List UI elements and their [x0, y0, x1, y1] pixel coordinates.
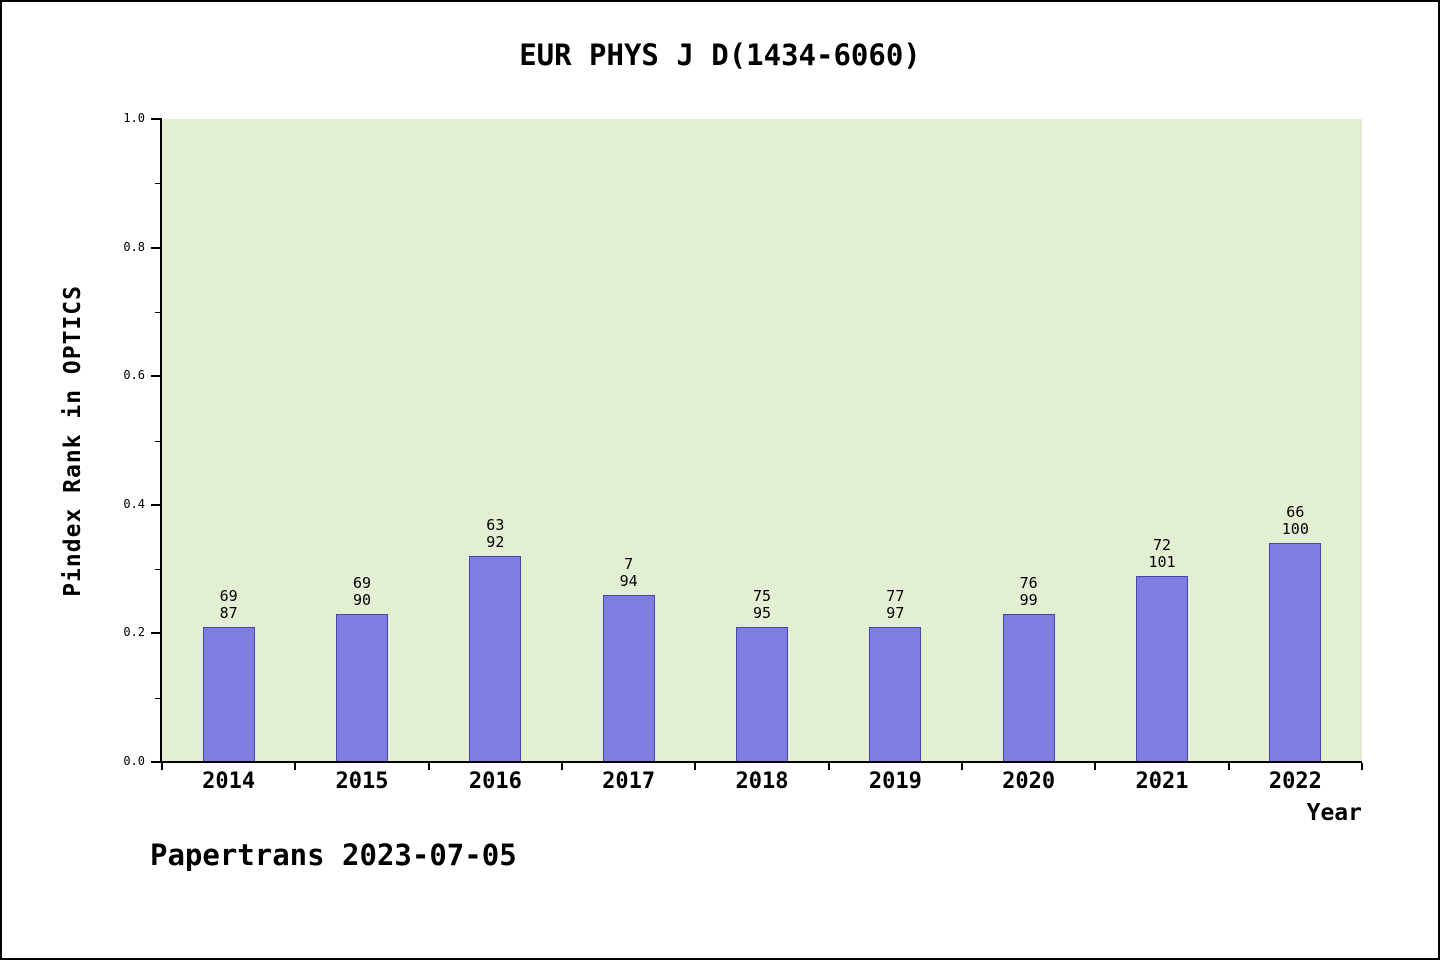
- x-tick-label-2018: 2018: [735, 769, 789, 794]
- y-tick-label-1.0: 1.0: [123, 111, 145, 125]
- bar-2021: [1136, 576, 1188, 762]
- bar-2018: [736, 627, 788, 762]
- bar-2015: [336, 614, 388, 762]
- bar-label-total-2016: 92: [486, 533, 505, 551]
- bar-label-total-2018: 95: [752, 604, 772, 622]
- x-boundary-tick-7: [1094, 763, 1097, 770]
- bar-2020: [1002, 614, 1055, 762]
- y-tick-0.8: [151, 246, 160, 249]
- bar-label-2019: 77 97: [835, 588, 955, 622]
- bar-label-total-2021: 101: [1148, 553, 1176, 571]
- bar-label-total-2020: 99: [1019, 591, 1038, 609]
- x-tick-label-2021: 2021: [1135, 769, 1189, 794]
- bar-label-rank-2019: 77: [886, 587, 905, 605]
- x-axis-line: [160, 761, 1362, 763]
- bar-label-2014: 69 87: [169, 588, 289, 622]
- y-tick-label-0.6: 0.6: [123, 368, 145, 383]
- y-tick-0.0: [151, 761, 160, 763]
- bar-label-total-2022: 100: [1281, 520, 1309, 538]
- bar-label-2018: 75 95: [702, 588, 822, 622]
- bar-label-rank-2021: 72: [1152, 536, 1172, 554]
- bar-label-2016: 63 92: [435, 517, 555, 551]
- x-boundary-tick-2: [427, 763, 430, 770]
- chart-title: EUR PHYS J D(1434-6060): [519, 38, 921, 72]
- bar-label-total-2019: 97: [886, 604, 905, 622]
- bar-label-2015: 69 90: [302, 575, 422, 609]
- x-tick-label-2019: 2019: [868, 769, 922, 794]
- x-boundary-tick-0: [161, 763, 163, 770]
- x-tick-label-2020: 2020: [1002, 769, 1056, 794]
- x-boundary-tick-9: [1361, 763, 1363, 770]
- bar-2022: [1269, 543, 1322, 762]
- x-boundary-tick-4: [694, 763, 697, 770]
- y-tick-0.2: [151, 632, 160, 635]
- bar-label-total-2014: 87: [219, 604, 238, 622]
- y-tick-label-0.8: 0.8: [123, 239, 145, 254]
- x-tick-label-2015: 2015: [335, 769, 389, 794]
- x-axis-title: Year: [1306, 800, 1362, 826]
- y-axis-line: [160, 118, 162, 763]
- y-tick-label-0.0: 0.0: [123, 754, 145, 768]
- y-tick-0.4: [151, 503, 160, 506]
- y-axis-title-text: Pindex Rank in OPTICS: [60, 284, 86, 597]
- bar-label-rank-2015: 69: [352, 574, 372, 592]
- footer-text: Papertrans 2023-07-05: [150, 838, 517, 872]
- y-minor-tick-0.9: [155, 183, 160, 185]
- x-boundary-tick-1: [294, 763, 297, 770]
- bar-2016: [469, 556, 522, 762]
- y-tick-label-0.4: 0.4: [123, 496, 145, 511]
- x-boundary-tick-5: [827, 763, 830, 770]
- y-minor-tick-0.5: [155, 440, 160, 442]
- bar-label-rank-2016: 63: [486, 516, 505, 534]
- bar-label-2020: 76 99: [969, 575, 1089, 609]
- x-tick-label-2022: 2022: [1268, 769, 1322, 794]
- bar-label-rank-2022: 66: [1286, 503, 1305, 521]
- y-minor-tick-0.7: [155, 311, 160, 313]
- x-tick-label-2017: 2017: [602, 769, 656, 794]
- x-boundary-tick-8: [1227, 763, 1230, 770]
- x-tick-label-2014: 2014: [202, 769, 256, 794]
- y-tick-label-0.2: 0.2: [123, 625, 145, 640]
- bar-2019: [869, 627, 922, 762]
- y-tick-1.0: [151, 118, 160, 120]
- bar-2014: [202, 627, 255, 762]
- x-boundary-tick-3: [561, 763, 563, 770]
- y-minor-tick-0.1: [155, 697, 160, 699]
- bar-label-2022: 66 100: [1235, 504, 1355, 538]
- x-boundary-tick-6: [961, 763, 963, 770]
- bar-label-total-2015: 90: [352, 591, 372, 609]
- bar-label-rank-2018: 75: [752, 587, 772, 605]
- bar-label-2017: 7 94: [569, 556, 689, 590]
- bar-label-rank-2014: 69: [219, 587, 238, 605]
- bar-label-total-2017: 94: [619, 572, 638, 590]
- bar-label-rank-2020: 76: [1019, 574, 1038, 592]
- y-minor-tick-0.3: [155, 569, 160, 571]
- bar-label-rank-2017: 7: [624, 555, 634, 573]
- y-axis-title: Pindex Rank in OPTICS: [60, 119, 86, 762]
- bar-label-2021: 72 101: [1102, 537, 1222, 571]
- y-tick-0.6: [151, 375, 160, 378]
- bar-2017: [602, 595, 655, 762]
- x-tick-label-2016: 2016: [468, 769, 522, 794]
